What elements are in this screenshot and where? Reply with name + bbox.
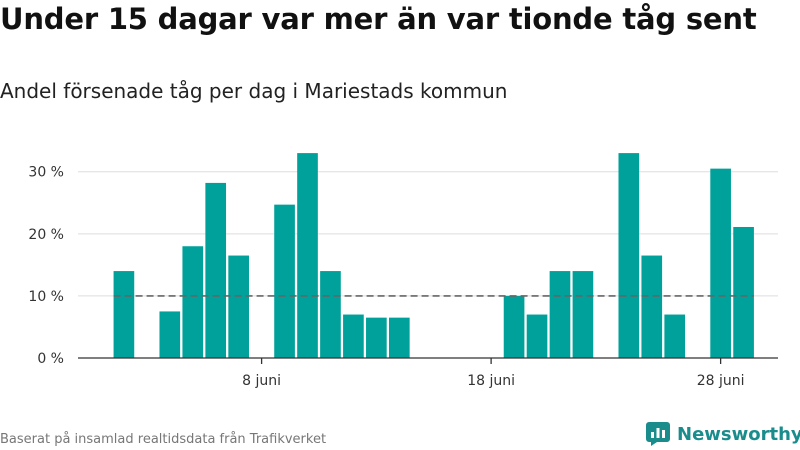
x-tick-label: 18 juni <box>467 373 515 389</box>
x-tick-label: 8 juni <box>242 373 281 389</box>
bar <box>320 271 341 358</box>
bars <box>113 153 754 358</box>
bar-chart-logo-icon <box>646 422 670 446</box>
bar <box>618 153 640 358</box>
bar <box>664 314 686 358</box>
bar <box>182 246 204 358</box>
bar <box>228 255 249 358</box>
bar <box>205 182 227 358</box>
bar <box>733 226 754 358</box>
bar <box>388 317 410 358</box>
bar <box>297 153 318 358</box>
brand-name: Newsworthy <box>677 423 800 445</box>
y-tick-label: 30 % <box>28 165 64 181</box>
bar <box>113 271 135 358</box>
bar <box>366 317 387 358</box>
source-footnote: Baserat på insamlad realtidsdata från Tr… <box>0 432 327 447</box>
y-tick-label: 20 % <box>28 227 64 243</box>
bar <box>526 314 548 358</box>
x-tick-label: 28 juni <box>697 373 745 389</box>
bar <box>641 255 663 358</box>
bar <box>343 314 364 358</box>
bar <box>274 204 295 358</box>
bar <box>549 271 571 358</box>
y-tick-label: 0 % <box>37 351 64 367</box>
bar-chart: 0 % 10 % 20 % 30 % 8 juni 18 juni 28 juni <box>28 153 778 389</box>
chart-subtitle: Andel försenade tåg per dag i Mariestads… <box>0 79 508 103</box>
bar <box>710 168 731 358</box>
y-tick-label: 10 % <box>28 289 64 305</box>
bar <box>159 311 181 358</box>
x-axis: 8 juni 18 juni 28 juni <box>78 357 778 389</box>
chart-title: Under 15 dagar var mer än var tionde tåg… <box>0 2 757 36</box>
bar <box>572 271 594 358</box>
brand-logo[interactable]: Newsworthy <box>645 421 800 447</box>
bar <box>503 295 525 358</box>
